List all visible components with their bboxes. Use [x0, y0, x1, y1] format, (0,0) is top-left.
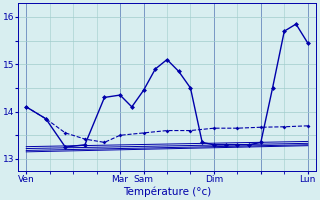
- X-axis label: Température (°c): Température (°c): [123, 187, 211, 197]
